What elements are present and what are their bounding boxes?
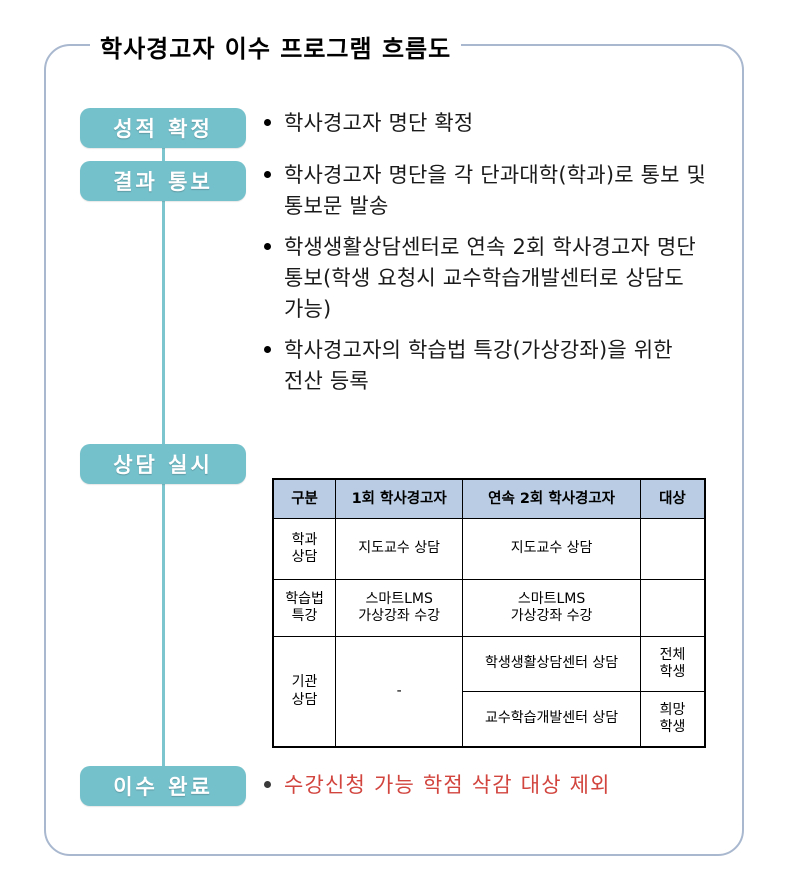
bullet-dot-icon [264, 243, 271, 251]
bullet-text: 학사경고자 명단 확정 [284, 111, 474, 135]
bullet-dot-icon [264, 781, 271, 788]
cell-gubun-study-lecture: 학습법 특강 [272, 579, 337, 637]
bullet-list-result-notify: 학사경고자 명단을 각 단과대학(학과)로 통보 및 통보문 발송 학생생활상담… [264, 160, 710, 408]
list-item: 학사경고자의 학습법 특강(가상강좌)을 위한 전산 등록 [264, 335, 710, 397]
connector-line-grade-to-notify [162, 148, 165, 161]
cell-target-all-students: 전체 학생 [639, 636, 706, 692]
cell-target-dept-counsel [639, 518, 706, 580]
page-title: 학사경고자 이수 프로그램 흐름도 [100, 34, 452, 63]
bullet-text: 학사경고자의 학습법 특강(가상강좌)을 위한 전산 등록 [284, 338, 673, 394]
connector-line-counsel-to-done [162, 484, 165, 766]
table-row: 학과 상담 지도교수 상담 지도교수 상담 [272, 518, 706, 580]
stage-label-grade-confirm: 성적 확정 [113, 117, 213, 141]
bullet-dot-icon [264, 346, 271, 354]
bullet-dot-icon [264, 119, 271, 126]
table-header-target: 대상 [639, 478, 706, 519]
table-row: 교수학습개발센터 상담 희망 학생 [273, 691, 706, 748]
bullet-text-highlight: 수강신청 가능 학점 삭감 대상 제외 [284, 773, 611, 797]
table-header-gubun: 구분 [272, 478, 337, 519]
counsel-program-table-container: 구분 1회 학사경고자 연속 2회 학사경고자 대상 학과 상담 지도교수 상담… [272, 478, 706, 748]
table-header-row: 구분 1회 학사경고자 연속 2회 학사경고자 대상 [272, 478, 706, 519]
list-item: 학사경고자 명단 확정 [264, 108, 710, 139]
table-row: 기관 상담 - 학생생활상담센터 상담 전체 학생 [272, 636, 706, 748]
bullet-list-grade-confirm: 학사경고자 명단 확정 [264, 108, 710, 149]
list-item: 학생생활상담센터로 연속 2회 학사경고자 명단 통보(학생 요청시 교수학습개… [264, 232, 710, 325]
cell-once-institution-counsel: - [335, 636, 464, 748]
stage-label-completion: 이수 완료 [113, 775, 213, 799]
cell-twice-study-lecture: 스마트LMS 가상강좌 수강 [462, 579, 641, 637]
connector-line-notify-to-counsel [162, 201, 165, 444]
bullet-text: 학사경고자 명단을 각 단과대학(학과)로 통보 및 통보문 발송 [284, 163, 707, 219]
cell-gubun-dept-counsel: 학과 상담 [272, 518, 337, 580]
cell-twice-dept-counsel: 지도교수 상담 [462, 518, 641, 580]
cell-gubun-institution-counsel: 기관 상담 [272, 636, 337, 748]
stage-pill-result-notify[interactable]: 결과 통보 [80, 161, 246, 201]
stage-pill-counsel-conduct[interactable]: 상담 실시 [80, 444, 246, 484]
page-title-container: 학사경고자 이수 프로그램 흐름도 [90, 28, 462, 64]
cell-once-dept-counsel: 지도교수 상담 [335, 518, 464, 580]
cell-target-study-lecture [639, 579, 706, 637]
cell-twice-teaching-dev-center: 교수학습개발센터 상담 [462, 691, 641, 748]
stage-pill-grade-confirm[interactable]: 성적 확정 [80, 108, 246, 148]
table-header-once: 1회 학사경고자 [335, 478, 464, 519]
bullet-text: 학생생활상담센터로 연속 2회 학사경고자 명단 통보(학생 요청시 교수학습개… [284, 235, 696, 322]
cell-once-study-lecture: 스마트LMS 가상강좌 수강 [335, 579, 464, 637]
table-row: 학습법 특강 스마트LMS 가상강좌 수강 스마트LMS 가상강좌 수강 [272, 579, 706, 637]
list-item: 수강신청 가능 학점 삭감 대상 제외 [264, 770, 710, 801]
stage-label-counsel-conduct: 상담 실시 [113, 453, 213, 477]
bullet-dot-icon [264, 171, 271, 178]
stage-label-result-notify: 결과 통보 [113, 170, 213, 194]
counsel-program-table: 구분 1회 학사경고자 연속 2회 학사경고자 대상 학과 상담 지도교수 상담… [272, 478, 706, 748]
list-item: 학사경고자 명단을 각 단과대학(학과)로 통보 및 통보문 발송 [264, 160, 710, 222]
bullet-list-completion: 수강신청 가능 학점 삭감 대상 제외 [264, 770, 710, 811]
cell-twice-student-life-center: 학생생활상담센터 상담 [462, 636, 641, 692]
stage-pill-completion[interactable]: 이수 완료 [80, 766, 246, 806]
table-header-twice: 연속 2회 학사경고자 [462, 478, 641, 519]
cell-target-volunteer-students: 희망 학생 [639, 691, 706, 748]
